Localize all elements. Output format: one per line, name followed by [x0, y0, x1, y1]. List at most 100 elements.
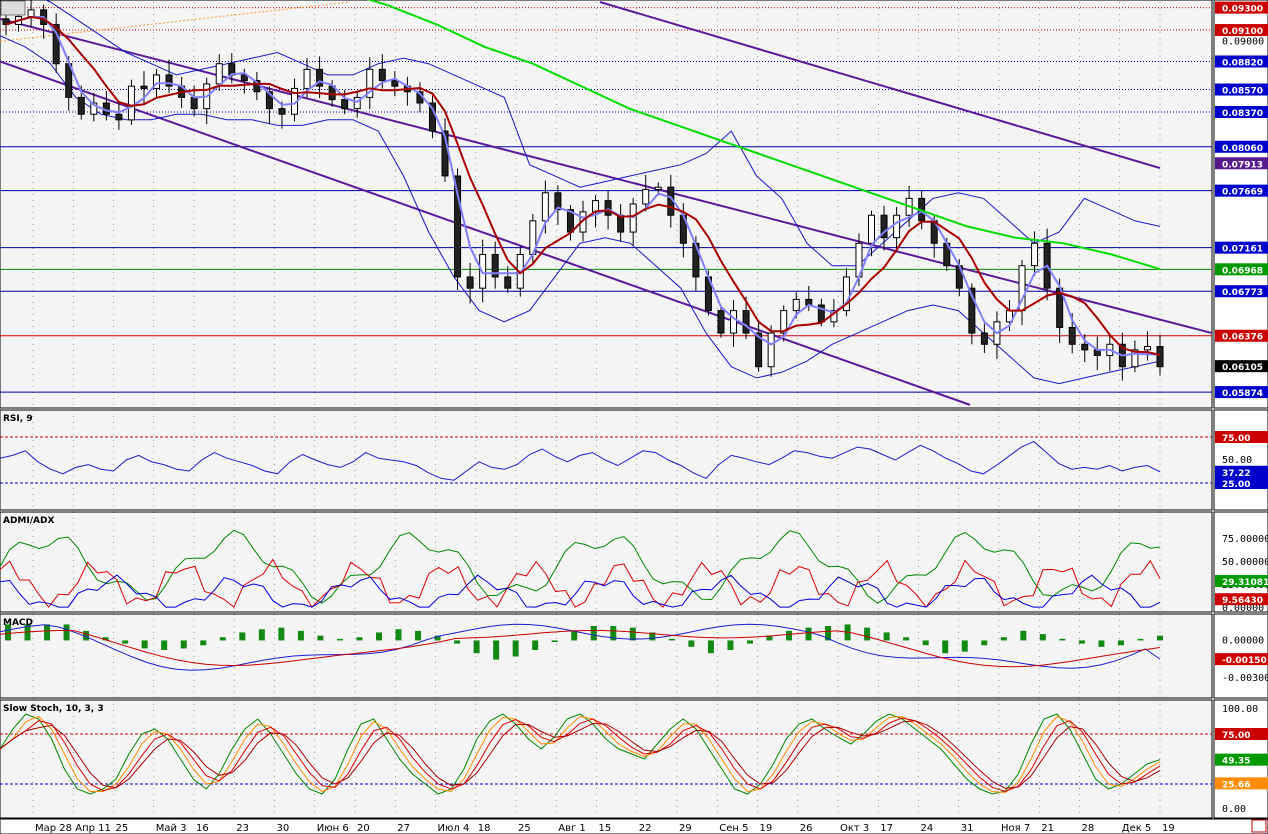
- candle-body[interactable]: [265, 91, 273, 110]
- candle-body[interactable]: [303, 68, 311, 89]
- price-tag-box: [1215, 24, 1268, 37]
- candle-body[interactable]: [215, 63, 223, 85]
- candle-body[interactable]: [140, 85, 148, 89]
- candle-body[interactable]: [165, 74, 173, 87]
- price-tag-box: [1215, 329, 1268, 342]
- candle-body[interactable]: [153, 74, 161, 89]
- macd-histogram-bar: [161, 640, 168, 651]
- macd-histogram-bar: [297, 630, 304, 641]
- indicator-tag-label: 25.66: [1222, 780, 1250, 790]
- candle-body[interactable]: [190, 96, 198, 110]
- candle-body[interactable]: [893, 214, 901, 239]
- expand-icon[interactable]: [1251, 819, 1267, 833]
- candle-body[interactable]: [77, 96, 85, 115]
- candle-body[interactable]: [642, 188, 650, 205]
- time-axis-label: Июн 6: [317, 823, 349, 834]
- indicator-tag-box: [1215, 575, 1268, 588]
- indicator-tag-box: [1215, 653, 1268, 666]
- candle-body[interactable]: [466, 276, 474, 289]
- candle-body[interactable]: [353, 96, 361, 110]
- candle-body[interactable]: [504, 276, 512, 289]
- candle-body[interactable]: [717, 310, 725, 334]
- candle-body[interactable]: [1131, 349, 1139, 368]
- macd-histogram-bar: [981, 640, 988, 646]
- price-tag-box: [1215, 386, 1268, 399]
- chart-menu-icon[interactable]: [0, 0, 26, 16]
- candle-body[interactable]: [491, 254, 499, 278]
- price-tag-box: [1215, 83, 1268, 96]
- candle-body[interactable]: [2, 18, 10, 25]
- time-axis-label: 31: [961, 823, 974, 834]
- panel-title: RSI, 9: [3, 414, 33, 424]
- indicator-tag-box: [1215, 477, 1268, 489]
- panel-admi[interactable]: [0, 511, 1213, 613]
- candle-body[interactable]: [454, 175, 462, 278]
- candle-body[interactable]: [604, 200, 612, 216]
- macd-histogram-bar: [805, 627, 812, 641]
- candle-body[interactable]: [780, 310, 788, 334]
- candle-body[interactable]: [378, 68, 386, 82]
- candle-body[interactable]: [730, 310, 738, 334]
- panel-macd[interactable]: [0, 613, 1213, 699]
- time-axis-label: Мар 28: [35, 823, 72, 834]
- candle-body[interactable]: [240, 74, 248, 82]
- candle-body[interactable]: [1068, 326, 1076, 345]
- candle-body[interactable]: [115, 113, 123, 121]
- time-axis-label: 15: [599, 823, 612, 834]
- price-tag-label: 0.08820: [1222, 58, 1263, 68]
- candle-body[interactable]: [1081, 343, 1089, 351]
- price-tag-box: [1215, 157, 1268, 170]
- candle-body[interactable]: [52, 23, 60, 65]
- macd-histogram-bar: [512, 640, 519, 657]
- macd-histogram-bar: [1039, 634, 1046, 641]
- candle-body[interactable]: [554, 192, 562, 211]
- candle-body[interactable]: [366, 68, 374, 98]
- macd-histogram-bar: [590, 626, 597, 641]
- trend-channel-line-1: [0, 60, 971, 406]
- indicator-scale-label: 0.00: [1222, 804, 1246, 815]
- price-tag-label: 0.06773: [1222, 288, 1263, 298]
- candle-body[interactable]: [755, 332, 763, 368]
- price-tag-label: 0.08570: [1222, 87, 1263, 97]
- candle-body[interactable]: [316, 68, 324, 87]
- macd-histogram-bar: [44, 624, 51, 641]
- macd-histogram-bar: [434, 635, 441, 641]
- macd-histogram-bar: [258, 629, 265, 641]
- price-tag-box: [1215, 360, 1268, 373]
- indicator-tag-label: 25.00: [1222, 480, 1250, 490]
- candle-body[interactable]: [980, 332, 988, 345]
- candle-body[interactable]: [27, 9, 35, 18]
- candle-body[interactable]: [792, 298, 800, 312]
- panel-label-admi: ADMI/ADX: [3, 516, 54, 526]
- candle-body[interactable]: [278, 108, 286, 115]
- candle-body[interactable]: [868, 214, 875, 244]
- price-tag-label: 0.06968: [1222, 266, 1263, 276]
- indicator-tag-label: 9.56430: [1222, 596, 1263, 606]
- candle-body[interactable]: [880, 214, 888, 239]
- rsi-line: [0, 441, 1161, 481]
- time-axis-label: 25: [518, 823, 531, 834]
- macd-histogram-bar: [473, 640, 480, 654]
- candle-body[interactable]: [654, 186, 662, 190]
- candle-body[interactable]: [341, 99, 349, 110]
- candle-body[interactable]: [1031, 242, 1039, 267]
- bollinger-upper-line: [44, 0, 1161, 267]
- time-axis-label: 19: [760, 823, 773, 834]
- panel-title: MACD: [3, 618, 33, 628]
- candle-body[interactable]: [1143, 346, 1151, 351]
- candle-body[interactable]: [842, 276, 850, 312]
- macd-histogram-bar: [454, 640, 461, 644]
- candle-body[interactable]: [90, 102, 98, 115]
- candle-body[interactable]: [127, 85, 135, 121]
- panel-stoch[interactable]: [0, 699, 1213, 819]
- candle-body[interactable]: [541, 192, 549, 222]
- candle-body[interactable]: [742, 310, 750, 334]
- time-axis-label: 16: [196, 823, 209, 834]
- macd-histogram-bar: [102, 637, 109, 641]
- stoch-k-line: [0, 713, 1161, 795]
- candle-body[interactable]: [391, 80, 399, 87]
- candle-body[interactable]: [767, 332, 775, 368]
- time-axis: [0, 818, 1268, 834]
- candle-body[interactable]: [968, 287, 976, 334]
